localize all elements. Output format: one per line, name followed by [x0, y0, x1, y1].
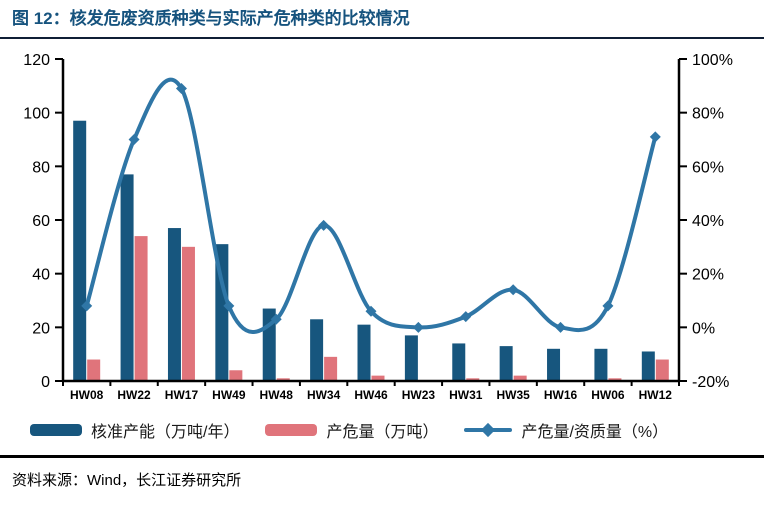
right-axis-tick-label: 80% [692, 106, 724, 123]
x-axis-category-label: HW31 [449, 388, 483, 402]
x-axis-category-label: HW08 [70, 388, 104, 402]
bar-hazwaste-output-HW06 [608, 378, 622, 381]
x-axis-category-label: HW23 [402, 388, 436, 402]
x-axis-category-label: HW22 [117, 388, 151, 402]
ratio-point-HW35 [507, 284, 519, 296]
bar-hazwaste-output-HW49 [229, 370, 243, 381]
legend-swatch-pink-bar [265, 423, 318, 436]
chart-title-bar: 图 12：核发危废资质种类与实际产危种类的比较情况 [0, 0, 764, 39]
bar-approved-capacity-HW12 [641, 351, 655, 381]
ratio-point-HW22 [128, 133, 140, 145]
x-axis-category-label: HW16 [544, 388, 578, 402]
bar-hazwaste-output-HW08 [87, 359, 101, 381]
ratio-point-HW08 [81, 300, 93, 312]
bar-hazwaste-output-HW22 [134, 236, 148, 381]
right-axis-tick-label: 20% [692, 267, 724, 284]
ratio-point-HW31 [460, 311, 472, 323]
bar-approved-capacity-HW34 [310, 319, 324, 381]
ratio-point-HW16 [555, 321, 567, 333]
right-axis-tick-label: 0% [692, 320, 715, 337]
x-axis-category-label: HW34 [307, 388, 341, 402]
left-axis-tick-label: 20 [32, 320, 50, 337]
right-axis-tick-label: 100% [692, 52, 733, 69]
diamond-icon [481, 422, 496, 438]
left-axis-tick-label: 120 [23, 52, 50, 69]
bar-hazwaste-output-HW34 [324, 356, 338, 381]
ratio-point-HW06 [602, 300, 614, 312]
bar-hazwaste-output-HW48 [276, 378, 290, 381]
legend-line-diamond-marker [464, 422, 513, 438]
left-axis-tick-label: 0 [41, 374, 50, 391]
bar-approved-capacity-HW46 [357, 324, 371, 381]
legend-label-approved-capacity: 核准产能（万吨/年） [91, 423, 240, 441]
footer-divider [0, 454, 764, 458]
legend-item-ratio: 产危量/资质量（%） [464, 418, 668, 442]
left-axis-tick-label: 60 [32, 213, 50, 230]
x-axis-category-label: HW48 [260, 388, 294, 402]
bar-hazwaste-output-HW35 [513, 375, 527, 381]
ratio-point-HW48 [270, 313, 282, 325]
bar-hazwaste-output-HW12 [655, 359, 669, 381]
bar-approved-capacity-HW31 [452, 343, 466, 381]
bar-approved-capacity-HW17 [167, 227, 181, 381]
bar-approved-capacity-HW16 [547, 348, 561, 381]
bar-approved-capacity-HW23 [404, 335, 418, 381]
legend-label-ratio: 产危量/资质量（%） [521, 423, 669, 441]
bar-approved-capacity-HW08 [73, 120, 87, 381]
bar-approved-capacity-HW06 [594, 348, 608, 381]
bar-approved-capacity-HW49 [215, 244, 229, 381]
bar-hazwaste-output-HW17 [181, 246, 195, 381]
bar-hazwaste-output-HW31 [466, 378, 480, 381]
left-axis-tick-label: 40 [32, 267, 50, 284]
source-note: 资料来源：Wind，长江证券研究所 [12, 471, 242, 489]
ratio-point-HW49 [223, 300, 235, 312]
ratio-point-HW17 [175, 82, 187, 94]
left-axis-tick-label: 100 [23, 106, 50, 123]
x-axis-category-label: HW46 [354, 388, 388, 402]
x-axis-category-label: HW12 [639, 388, 673, 402]
bar-hazwaste-output-HW46 [371, 375, 385, 381]
chart-legend: 核准产能（万吨/年） 产危量（万吨） 产危量/资质量（%） [0, 407, 764, 455]
legend-label-hazwaste-output: 产危量（万吨） [326, 423, 439, 441]
legend-item-hazwaste-output: 产危量（万吨） [265, 418, 438, 442]
ratio-point-HW34 [318, 219, 330, 231]
page-title: 图 12：核发危废资质种类与实际产危种类的比较情况 [12, 9, 410, 28]
legend-swatch-blue-bar [30, 423, 82, 436]
right-axis-tick-label: 60% [692, 159, 724, 176]
right-axis-tick-label: -20% [692, 374, 729, 391]
legend-item-approved-capacity: 核准产能（万吨/年） [30, 418, 239, 442]
x-axis-category-label: HW17 [165, 388, 199, 402]
bar-approved-capacity-HW35 [499, 346, 513, 381]
right-axis-tick-label: 40% [692, 213, 724, 230]
chart-area: 0 20 40 60 80 100 120 -20% 0% 20% 40% 60% 80% 100% HW0… [0, 39, 764, 407]
ratio-point-HW23 [412, 321, 424, 333]
bar-approved-capacity-HW22 [120, 174, 134, 381]
x-axis-category-label: HW06 [591, 388, 625, 402]
ratio-point-HW12 [649, 131, 661, 143]
combo-chart: 0 20 40 60 80 100 120 -20% 0% 20% 40% 60% 80% 100% HW0… [23, 52, 733, 402]
ratio-point-HW46 [365, 305, 377, 317]
x-axis-category-label: HW49 [212, 388, 246, 402]
x-axis-category-label: HW35 [496, 388, 530, 402]
left-axis-tick-label: 80 [32, 159, 50, 176]
